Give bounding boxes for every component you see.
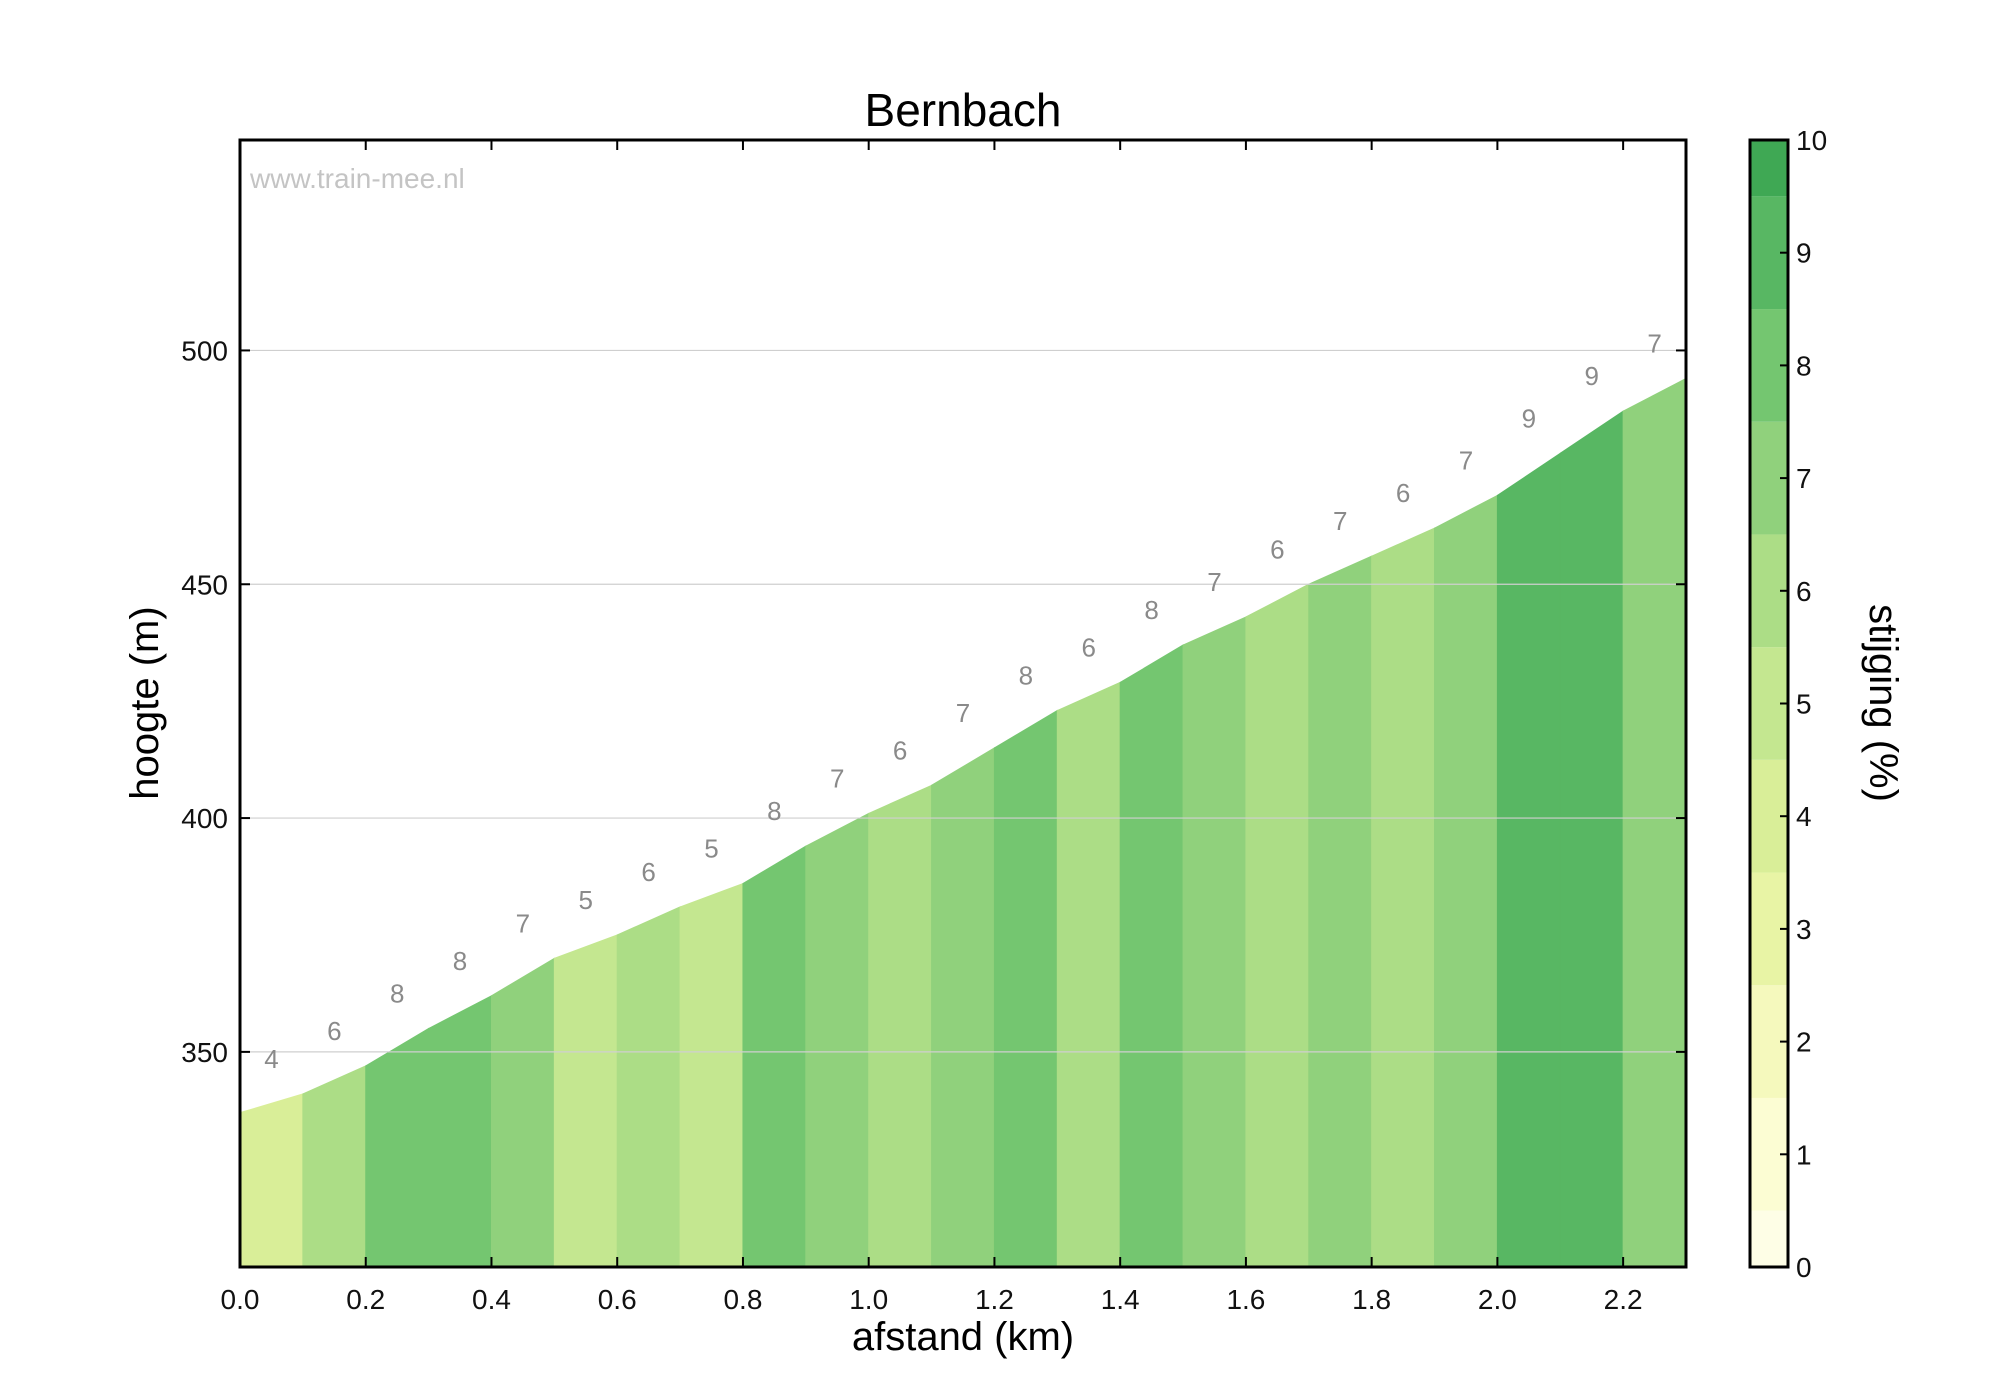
gradient-segment-2 <box>302 1065 367 1268</box>
gradient-segment-10 <box>805 812 870 1268</box>
colorbar-tick-label: 2 <box>1796 1027 1812 1058</box>
segment-label-17: 6 <box>1270 534 1284 564</box>
x-tick-label: 2.0 <box>1478 1284 1517 1315</box>
segment-label-7: 6 <box>641 857 655 887</box>
gradient-segment-4 <box>428 994 492 1268</box>
gradient-segment-11 <box>868 784 933 1268</box>
y-tick-label: 450 <box>181 569 228 600</box>
colorbar-tick-label: 0 <box>1796 1252 1812 1283</box>
segment-label-15: 8 <box>1144 595 1158 625</box>
y-tick-label: 500 <box>181 335 228 366</box>
gradient-segment-1 <box>239 1093 304 1268</box>
colorbar-tick-label: 9 <box>1796 238 1812 269</box>
x-tick-label: 1.6 <box>1226 1284 1265 1315</box>
x-tick-label: 1.4 <box>1101 1284 1140 1315</box>
segment-gradient-labels: 4 6 8 8 7 5 6 5 8 7 6 7 8 6 8 7 6 7 6 7 9 9 7 <box>264 328 1662 1073</box>
segment-label-9: 8 <box>767 796 781 826</box>
chart-title: Bernbach <box>865 84 1062 136</box>
segment-label-19: 6 <box>1396 478 1410 508</box>
colorbar-tick-label: 4 <box>1796 801 1812 832</box>
gradient-segment-5 <box>490 957 555 1268</box>
plot-frame <box>238 138 1688 1269</box>
y-axis-ticks: 350 400 450 500 <box>181 335 1686 1068</box>
gradient-segment-9 <box>742 845 807 1268</box>
x-tick-label: 1.2 <box>975 1284 1014 1315</box>
gradient-segment-21 <box>1496 452 1561 1268</box>
x-tick-label: 0.8 <box>723 1284 762 1315</box>
gradient-segments <box>239 377 1687 1268</box>
segment-label-14: 6 <box>1082 632 1096 662</box>
colorbar-tick-label: 3 <box>1796 914 1812 945</box>
segment-label-6: 5 <box>579 885 593 915</box>
x-tick-label: 0.0 <box>221 1284 260 1315</box>
segment-label-10: 7 <box>830 763 844 793</box>
colorbar-band-10 <box>1750 140 1788 197</box>
gradient-segment-22 <box>1559 410 1624 1268</box>
gradient-segment-17 <box>1245 583 1310 1268</box>
gradient-segment-14 <box>1056 681 1121 1268</box>
x-tick-label: 1.0 <box>849 1284 888 1315</box>
y-tick-label: 350 <box>181 1037 228 1068</box>
segment-label-4: 8 <box>453 946 467 976</box>
segment-label-23: 7 <box>1647 328 1661 358</box>
gradient-segment-18 <box>1308 555 1373 1268</box>
gradient-segment-13 <box>993 709 1058 1268</box>
segment-label-18: 7 <box>1333 506 1347 536</box>
colorbar-tick-label: 10 <box>1796 125 1827 156</box>
gradient-segment-6 <box>553 934 618 1268</box>
segment-label-5: 7 <box>516 908 530 938</box>
gradient-segment-8 <box>679 882 744 1268</box>
colorbar-ticks: 0 1 2 3 4 5 6 7 8 9 10 <box>1780 125 1827 1283</box>
colorbar-tick-label: 7 <box>1796 463 1812 494</box>
x-tick-label: 2.2 <box>1604 1284 1643 1315</box>
segment-label-1: 4 <box>264 1044 278 1074</box>
segment-label-20: 7 <box>1459 445 1473 475</box>
segment-label-8: 5 <box>704 834 718 864</box>
x-tick-label: 1.8 <box>1352 1284 1391 1315</box>
gradient-segment-20 <box>1434 494 1498 1268</box>
gradient-segment-3 <box>365 1027 430 1268</box>
gradient-segment-23 <box>1622 377 1687 1268</box>
segment-label-2: 6 <box>327 1016 341 1046</box>
y-axis-label: hoogte (m) <box>123 606 167 799</box>
segment-label-22: 9 <box>1584 361 1598 391</box>
watermark: www.train-mee.nl <box>249 163 465 194</box>
colorbar-tick-label: 5 <box>1796 689 1812 720</box>
colorbar-band-0 <box>1750 1210 1788 1267</box>
colorbar-tick-label: 8 <box>1796 350 1812 381</box>
gradient-segment-19 <box>1371 527 1436 1268</box>
y-tick-label: 400 <box>181 803 228 834</box>
colorbar-frame <box>1748 138 1790 1269</box>
segment-label-16: 7 <box>1207 567 1221 597</box>
gradient-segment-7 <box>616 906 681 1268</box>
segment-label-21: 9 <box>1522 403 1536 433</box>
colorbar-tick-label: 1 <box>1796 1139 1812 1170</box>
segment-label-12: 7 <box>956 698 970 728</box>
x-axis-ticks: 0.0 0.2 0.4 0.6 0.8 1.0 1.2 1.4 1.6 1.8 2.0 2.2 <box>221 140 1643 1315</box>
colorbar-label: stijging (%) <box>1861 604 1905 802</box>
gridlines <box>240 349 1686 1053</box>
segment-label-3: 8 <box>390 979 404 1009</box>
x-tick-label: 0.6 <box>598 1284 637 1315</box>
segment-label-11: 6 <box>893 735 907 765</box>
colorbar <box>1750 140 1788 1267</box>
x-tick-label: 0.2 <box>346 1284 385 1315</box>
gradient-segment-12 <box>931 747 995 1268</box>
gradient-segment-16 <box>1182 616 1247 1268</box>
x-axis-label: afstand (km) <box>852 1315 1074 1359</box>
segment-label-13: 8 <box>1019 661 1033 691</box>
x-tick-label: 0.4 <box>472 1284 511 1315</box>
gradient-segment-15 <box>1119 644 1184 1268</box>
colorbar-tick-label: 6 <box>1796 576 1812 607</box>
